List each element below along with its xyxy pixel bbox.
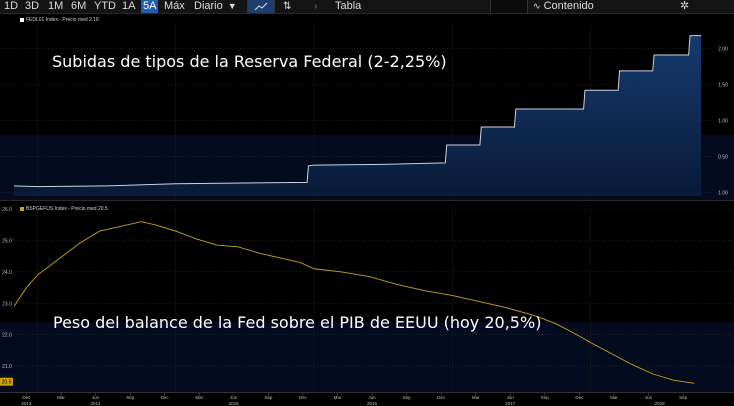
x-year-label: 2014 [91,401,102,406]
balance-band [0,322,734,392]
x-year-label: 2018 [655,401,666,406]
rate-tick-label: 0.50 [718,154,728,160]
toolbar-spacer [490,0,528,13]
rate-area [14,35,702,196]
rate-tick-label: 1.00 [718,118,728,124]
table-button[interactable]: Tabla [335,0,362,12]
balance-legend: BSPGEFUS Index - Precio med 20.5 [20,206,108,212]
balance-chart: 26.0 25.0 24.0 23.0 22.0 21.0 20.5 [0,202,734,392]
x-month-label: Sep [126,395,135,400]
balance-chart-panel: 26.0 25.0 24.0 23.0 22.0 21.0 20.5 BSPGEFUS In… [0,202,734,392]
balance-tick-label: 24.0 [2,270,12,276]
rate-tick-label: 2.00 [718,47,728,53]
x-year-label: 2017 [505,401,516,406]
frequency-select[interactable]: Diario ▼ [194,0,237,13]
rate-chart-panel: 1.00 0.50 1.00 1.50 2.00 FEDL01 Index - Prec… [0,15,734,201]
rate-legend-swatch [20,17,24,22]
period-ytd-button[interactable]: YTD [94,0,116,12]
rate-legend: FEDL01 Index - Precio med 2.18 [20,17,99,23]
balance-legend-text: BSPGEFUS Index - Precio med 20.5 [26,206,108,212]
chart-toolbar: 1D 3D 1M 6M YTD 1A 5A Máx Diario ▼ ⇅ › T… [0,0,734,14]
balance-tick-label: 25.0 [2,239,12,245]
settings-icon[interactable]: ✲ [680,0,690,12]
content-label: Contenido [543,0,594,12]
balance-value-tag [0,377,13,386]
balance-annotation: Peso del balance de la Fed sobre el PIB … [53,313,542,332]
x-month-label: Dec [299,395,308,400]
x-month-label: Dec [575,395,584,400]
x-month-label: Sep [541,395,550,400]
x-year-label: 2013 [21,401,32,406]
rate-line [13,35,702,188]
content-chart-icon: ∿ [533,1,541,11]
rate-tick-label: 1.50 [718,83,728,89]
date-axis-svg: Dec Mar Jun Sep Dec Mar Jun Sep Dec Mar Jun Sep Dec M… [21,393,688,406]
x-month-label: Sep [679,395,688,400]
content-button[interactable]: ∿ Contenido [533,0,594,13]
balance-value-label: 20.5 [2,380,12,386]
x-year-label: 2016 [367,401,378,406]
balance-tick-label: 23.0 [2,301,12,307]
rate-annotation: Subidas de tipos de la Reserva Federal (… [52,52,447,71]
x-month-label: Dec [22,395,31,400]
balance-tick-label: 26.0 [2,207,12,213]
period-5a-button[interactable]: 5A [141,0,159,13]
x-month-label: Mar [610,395,618,400]
x-month-label: Sep [264,395,273,400]
x-month-label: Jun [368,395,376,400]
balance-legend-swatch [20,206,24,211]
period-1m-button[interactable]: 1M [48,0,64,12]
x-year-label: 2015 [229,401,240,406]
x-month-label: Mar [57,395,65,400]
date-axis: Dec Mar Jun Sep Dec Mar Jun Sep Dec Mar Jun Sep Dec M… [0,392,734,406]
period-3d-button[interactable]: 3D [25,0,40,12]
period-1a-button[interactable]: 1A [122,0,136,12]
x-month-label: Jun [645,395,653,400]
compare-icon[interactable]: ⇅ [283,1,292,12]
frequency-label: Diario [194,0,223,12]
rate-legend-text: FEDL01 Index - Precio med 2.18 [26,17,99,23]
x-month-label: Jun [92,395,100,400]
period-max-button[interactable]: Máx [164,0,185,12]
x-month-label: Dec [437,395,446,400]
rate-tick-label: 1.00 [718,190,728,196]
period-1d-button[interactable]: 1D [4,0,19,12]
rate-chart: 1.00 0.50 1.00 1.50 2.00 [0,25,734,200]
chevron-down-icon: ▼ [227,1,237,11]
x-month-label: Jun [230,395,238,400]
x-month-label: Sep [403,395,412,400]
x-month-label: Jun [507,395,515,400]
x-month-label: Mar [334,395,342,400]
line-chart-icon[interactable] [247,0,275,13]
x-month-label: Mar [195,395,203,400]
x-month-label: Dec [161,395,170,400]
dropdown-icon[interactable]: › [314,1,318,12]
x-month-label: Mar [472,395,480,400]
balance-tick-label: 21.0 [2,364,12,370]
balance-tick-label: 22.0 [2,333,12,339]
balance-line [13,221,695,384]
period-6m-button[interactable]: 6M [71,0,87,12]
